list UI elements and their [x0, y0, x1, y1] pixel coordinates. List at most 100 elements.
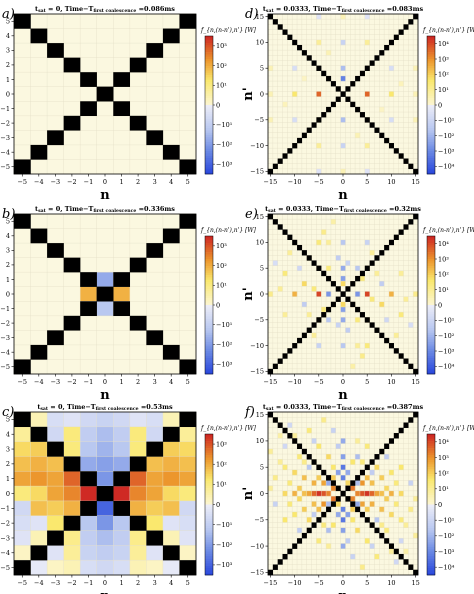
diagonal-cell	[326, 275, 332, 282]
colorbar-segment	[205, 105, 213, 108]
y-tick-label: 10	[256, 39, 264, 47]
diagonal-cell	[350, 281, 356, 287]
colorbar-segment	[205, 351, 213, 354]
diagonal-cell	[63, 115, 81, 131]
colorbar-segment	[205, 284, 213, 287]
heatmap-cell	[321, 480, 327, 486]
x-tick-label: −5	[17, 178, 27, 186]
colorbar-segment	[205, 59, 213, 62]
colorbar-segment	[205, 525, 213, 529]
colorbar-segment	[205, 242, 213, 246]
colorbar-tick-label: 0	[438, 501, 442, 509]
diagonal-cell	[388, 143, 395, 149]
colorbar-segment	[205, 70, 213, 74]
colorbar-segment	[205, 560, 213, 564]
heatmap-cell	[63, 545, 81, 561]
heatmap-cell	[301, 281, 307, 287]
colorbar-segment	[205, 295, 213, 299]
colorbar-segment	[205, 473, 213, 477]
colorbar-segment	[427, 36, 435, 39]
colorbar-segment	[205, 252, 213, 255]
heatmap-cell	[369, 543, 375, 549]
heatmap-cell	[359, 459, 365, 465]
y-tick-label: 4	[6, 232, 10, 240]
diagonal-cell	[179, 359, 197, 375]
diagonal-cell	[80, 500, 97, 516]
heatmap-cell	[287, 480, 293, 486]
diagonal-cell	[398, 353, 404, 359]
heatmap-cell	[179, 500, 197, 516]
colorbar-segment	[427, 485, 435, 489]
heatmap-cell	[297, 485, 303, 492]
heatmap-cell	[113, 545, 131, 561]
x-tick-label: 5	[186, 378, 190, 386]
heatmap-cell	[345, 480, 351, 486]
heatmap-cell	[316, 343, 322, 349]
y-axis-label: n'	[241, 287, 256, 300]
colorbar-segment	[205, 438, 213, 442]
x-tick-label: −2	[67, 378, 77, 386]
colorbar-segment	[427, 242, 435, 246]
colorbar-segment	[427, 105, 435, 108]
colorbar-segment	[205, 369, 213, 372]
diagonal-cell	[301, 332, 307, 339]
heatmap-cell	[369, 480, 375, 486]
colorbar-segment	[205, 513, 213, 517]
heatmap-cell	[282, 490, 288, 497]
colorbar-tick-label: −10³	[216, 160, 233, 168]
x-tick-label: −1	[84, 579, 94, 587]
colorbar-tick-label: 0	[438, 301, 442, 309]
x-tick-label: 0	[103, 378, 107, 386]
heatmap-cell	[335, 469, 341, 476]
colorbar-segment	[205, 364, 213, 368]
colorbar-segment	[205, 339, 213, 343]
diagonal-cell	[340, 91, 346, 97]
heatmap-cell	[321, 490, 327, 497]
diagonal-cell	[14, 560, 31, 576]
colorbar-segment	[427, 532, 435, 536]
colorbar-title: f_{n,(n-n'),n'} [W]	[422, 27, 474, 34]
heatmap-cell	[388, 91, 395, 97]
heatmap-cell	[63, 441, 81, 457]
colorbar-segment	[427, 38, 435, 41]
heatmap-cell	[30, 515, 48, 531]
colorbar-segment	[427, 348, 435, 352]
diagonal-cell	[311, 260, 317, 266]
colorbar-segment	[427, 54, 435, 57]
colorbar-segment	[427, 462, 435, 465]
heatmap-cell	[398, 490, 404, 497]
heatmap-cell	[369, 250, 375, 256]
colorbar-segment	[427, 452, 435, 456]
colorbar-segment	[427, 369, 435, 372]
diagonal-cell	[30, 344, 48, 360]
heatmap-cell	[393, 480, 399, 486]
heatmap-cell	[359, 490, 365, 497]
y-tick-label: 0	[6, 490, 10, 498]
x-tick-label: 0	[103, 579, 107, 587]
panel-title: tsat = 0.0333, Time−Tfirst coalescence =…	[265, 205, 421, 214]
colorbar-segment	[427, 40, 435, 44]
heatmap-cell	[297, 496, 303, 502]
colorbar-segment	[205, 434, 213, 437]
colorbar-segment	[427, 261, 435, 264]
heatmap-cell	[388, 490, 395, 497]
diagonal-cell	[311, 60, 317, 66]
colorbar-segment	[205, 459, 213, 463]
colorbar-segment	[205, 63, 213, 67]
colorbar-segment	[427, 553, 435, 557]
colorbar-segment	[427, 49, 435, 53]
colorbar-segment	[205, 452, 213, 456]
colorbar-segment	[427, 471, 435, 475]
colorbar-segment	[427, 291, 435, 294]
heatmap-cell	[350, 517, 356, 523]
colorbar-segment	[427, 155, 435, 159]
colorbar-segment	[427, 516, 435, 519]
diagonal-cell	[277, 158, 283, 164]
colorbar-segment	[205, 141, 213, 145]
colorbar-segment	[205, 79, 213, 83]
colorbar-segment	[205, 337, 213, 340]
y-tick-label: −4	[0, 148, 10, 156]
y-tick-label: 5	[260, 464, 264, 472]
diagonal-cell	[350, 480, 356, 486]
diagonal-cell	[379, 532, 385, 539]
